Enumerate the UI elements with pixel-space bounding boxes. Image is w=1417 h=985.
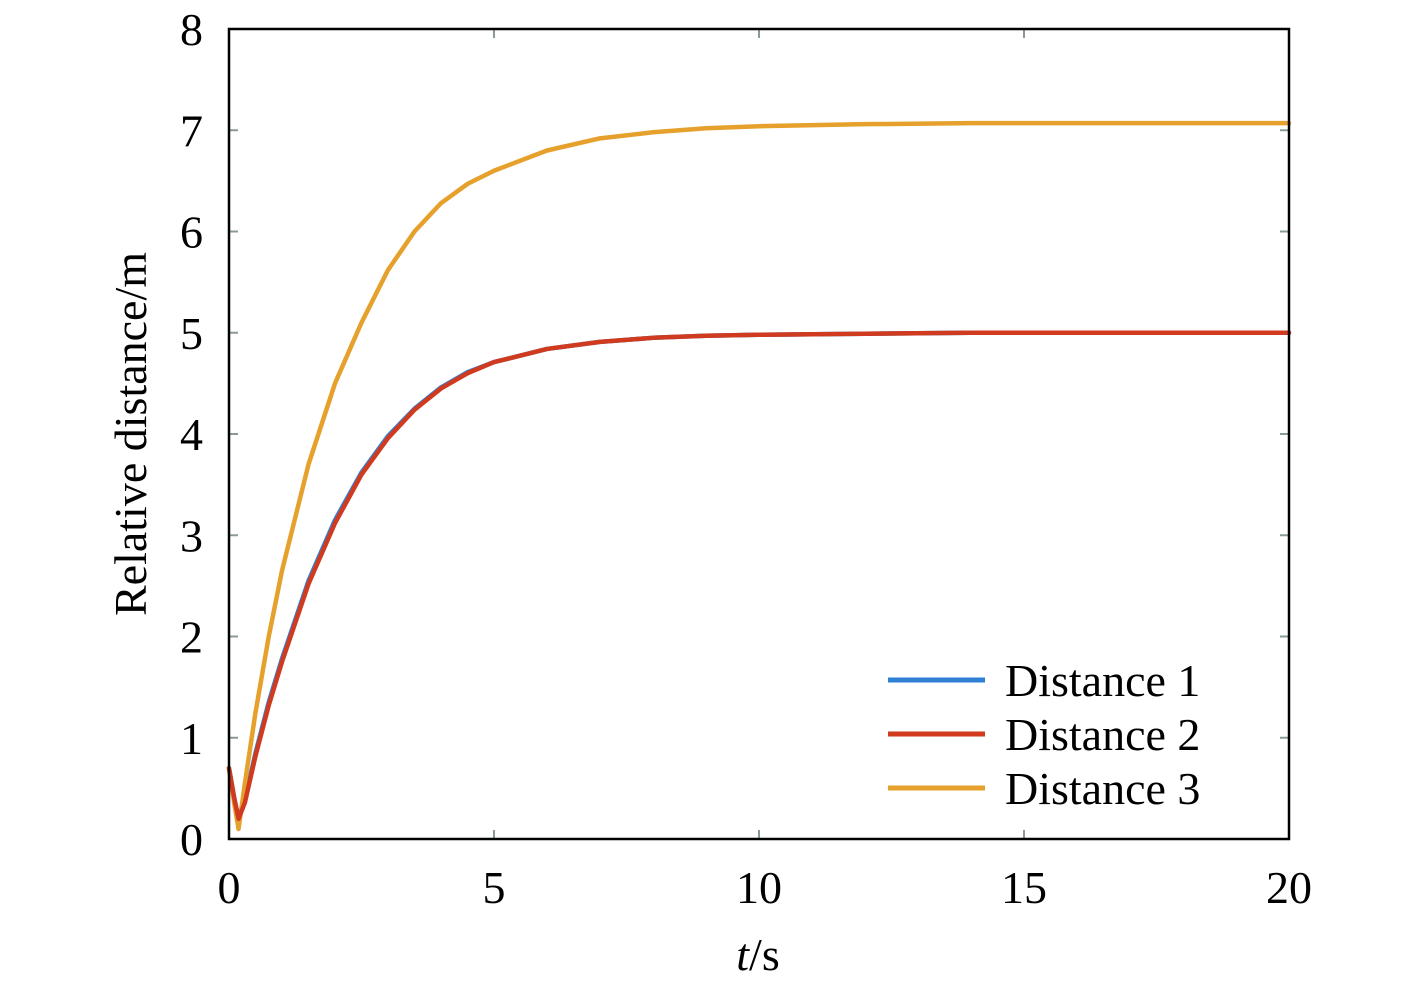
- plot-area-background: [229, 29, 1289, 839]
- y-tick-label: 6: [180, 207, 203, 258]
- series-line-2: [226, 330, 1292, 821]
- y-axis-title: Relative distance/m: [105, 252, 156, 616]
- y-tick-label: 8: [180, 4, 203, 55]
- y-tick-label: 3: [180, 510, 203, 561]
- legend-label-3: Distance 3: [1005, 763, 1200, 814]
- y-tick-label: 2: [180, 612, 203, 663]
- x-tick-label: 15: [1001, 862, 1047, 913]
- x-tick-label: 0: [218, 862, 241, 913]
- y-tick-label: 5: [180, 308, 203, 359]
- series-layer: [226, 120, 1292, 832]
- y-tick-label: 0: [180, 814, 203, 865]
- y-tick-label: 7: [180, 105, 203, 156]
- y-tick-label: 1: [180, 713, 203, 764]
- x-axis-title: t/s: [736, 929, 779, 980]
- plot-frame: [227, 27, 1291, 841]
- y-tick-label: 4: [180, 409, 203, 460]
- legend-label-2: Distance 2: [1005, 709, 1200, 760]
- x-tick-label: 10: [736, 862, 782, 913]
- x-axis-tick-labels: 0 5 10 15 20: [218, 862, 1313, 913]
- legend-label-1: Distance 1: [1005, 655, 1200, 706]
- series-line-3: [226, 120, 1292, 832]
- y-axis-tick-labels: 0 1 2 3 4 5 6 7 8: [180, 4, 203, 865]
- x-axis-title-variable: t: [736, 929, 750, 980]
- x-tick-label: 5: [483, 862, 506, 913]
- y-axis-ticks: [229, 28, 1289, 840]
- x-axis-title-unit: /s: [749, 929, 780, 980]
- x-tick-label: 20: [1266, 862, 1312, 913]
